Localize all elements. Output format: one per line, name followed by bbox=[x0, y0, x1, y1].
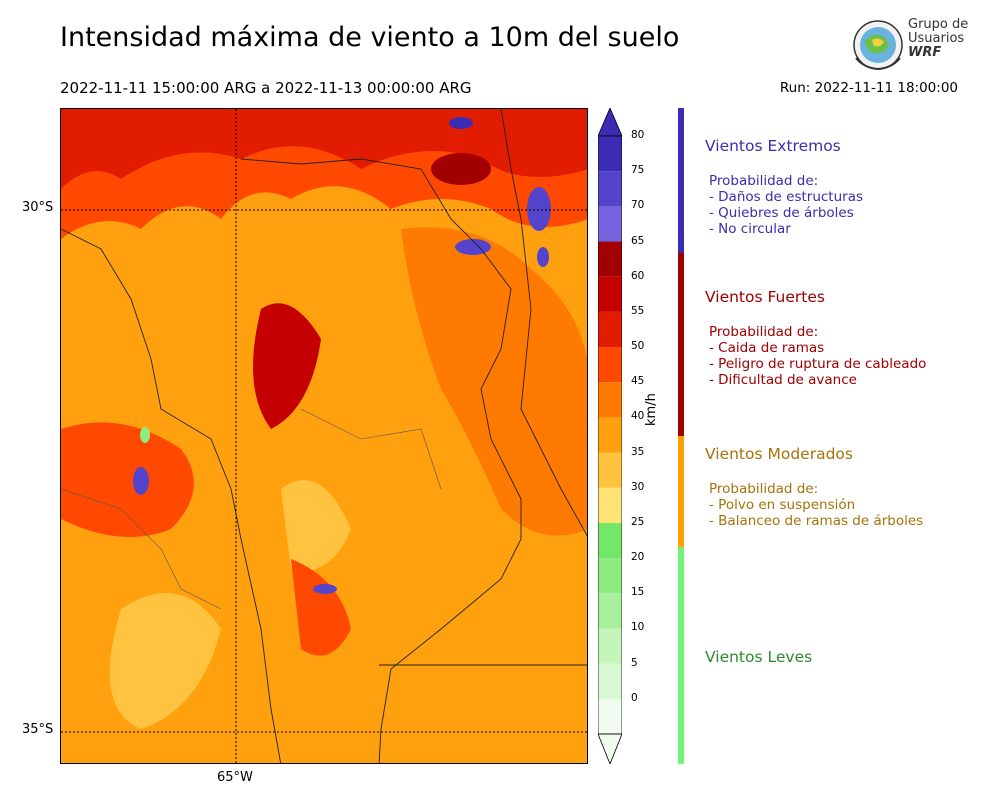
colorbar-tick-label: 45 bbox=[631, 375, 645, 388]
colorbar-tick-label: 80 bbox=[631, 129, 645, 141]
colorbar-segment bbox=[598, 663, 622, 699]
colorbar-tick-label: 35 bbox=[631, 445, 645, 458]
colorbar bbox=[598, 108, 622, 764]
colorbar-tick-label: 75 bbox=[631, 164, 645, 177]
colorbar-segment bbox=[598, 311, 622, 348]
colorbar-min-arrow bbox=[598, 733, 622, 764]
colorbar-segment bbox=[598, 171, 622, 207]
colorbar-segment bbox=[598, 593, 622, 629]
category-extreme-desc: Probabilidad de: - Daños de estructuras … bbox=[709, 173, 864, 237]
colorbar-segment bbox=[598, 347, 622, 383]
lat-label-30s: 30°S bbox=[22, 200, 54, 215]
colorbar-unit: km/h bbox=[644, 393, 659, 426]
category-moderate-title: Vientos Moderados bbox=[705, 445, 853, 463]
colorbar-segment bbox=[598, 382, 622, 418]
category-strong-title: Vientos Fuertes bbox=[705, 288, 825, 306]
colorbar-tick-label: 15 bbox=[631, 586, 645, 599]
colorbar-tick-label: 65 bbox=[631, 234, 645, 247]
logo-line-1: Grupo de bbox=[908, 17, 969, 32]
globe-icon bbox=[853, 20, 903, 71]
colorbar-tick-label: 25 bbox=[631, 515, 645, 528]
legend-bar-light bbox=[678, 547, 684, 764]
colorbar-segment bbox=[598, 487, 622, 523]
legend-bar-moderate bbox=[678, 436, 684, 547]
legend-bar-extreme bbox=[678, 108, 684, 253]
wind-field bbox=[61, 109, 587, 763]
colorbar-segment bbox=[598, 241, 622, 277]
colorbar-tick-label: 55 bbox=[631, 304, 645, 317]
colorbar-segment bbox=[598, 452, 622, 488]
wrf-group-logo: Grupo de Usuarios WRF bbox=[850, 18, 970, 72]
colorbar-max-arrow bbox=[598, 108, 622, 137]
lat-label-35s: 35°S bbox=[22, 722, 54, 737]
category-extreme-title: Vientos Extremos bbox=[705, 137, 841, 155]
colorbar-segment bbox=[598, 136, 622, 172]
colorbar-tick-label: 70 bbox=[631, 199, 645, 212]
colorbar-segment bbox=[598, 698, 622, 734]
category-light-title: Vientos Leves bbox=[705, 648, 813, 666]
category-moderate-desc: Probabilidad de: - Polvo en suspensión -… bbox=[709, 481, 924, 529]
logo-line-2: Usuarios bbox=[908, 31, 965, 46]
colorbar-segment bbox=[598, 628, 622, 664]
colorbar-segment bbox=[598, 558, 622, 594]
colorbar-tick-label: 20 bbox=[631, 551, 645, 564]
category-strong-desc: Probabilidad de: - Caida de ramas - Peli… bbox=[709, 324, 927, 388]
legend-bar-strong bbox=[678, 253, 684, 436]
colorbar-tick-label: 50 bbox=[631, 340, 645, 353]
colorbar-segment bbox=[598, 522, 622, 559]
colorbar-segment bbox=[598, 206, 622, 242]
logo-line-3: WRF bbox=[908, 45, 942, 60]
colorbar-segment bbox=[598, 417, 622, 453]
colorbar-tick-label: 60 bbox=[631, 269, 645, 282]
colorbar-tick-label: 30 bbox=[631, 480, 645, 493]
lon-label-65w: 65°W bbox=[217, 770, 253, 785]
colorbar-segment bbox=[598, 276, 622, 312]
wind-map[interactable] bbox=[60, 108, 588, 764]
colorbar-tick-label: 10 bbox=[631, 621, 645, 634]
colorbar-tick-label: 0 bbox=[631, 691, 638, 704]
map-title: Intensidad máxima de viento a 10m del su… bbox=[60, 22, 680, 53]
colorbar-tick-label: 40 bbox=[631, 410, 645, 423]
run-timestamp: Run: 2022-11-11 18:00:00 bbox=[779, 80, 958, 96]
forecast-period: 2022-11-11 15:00:00 ARG a 2022-11-13 00:… bbox=[60, 79, 472, 97]
colorbar-tick-label: 5 bbox=[631, 656, 638, 669]
